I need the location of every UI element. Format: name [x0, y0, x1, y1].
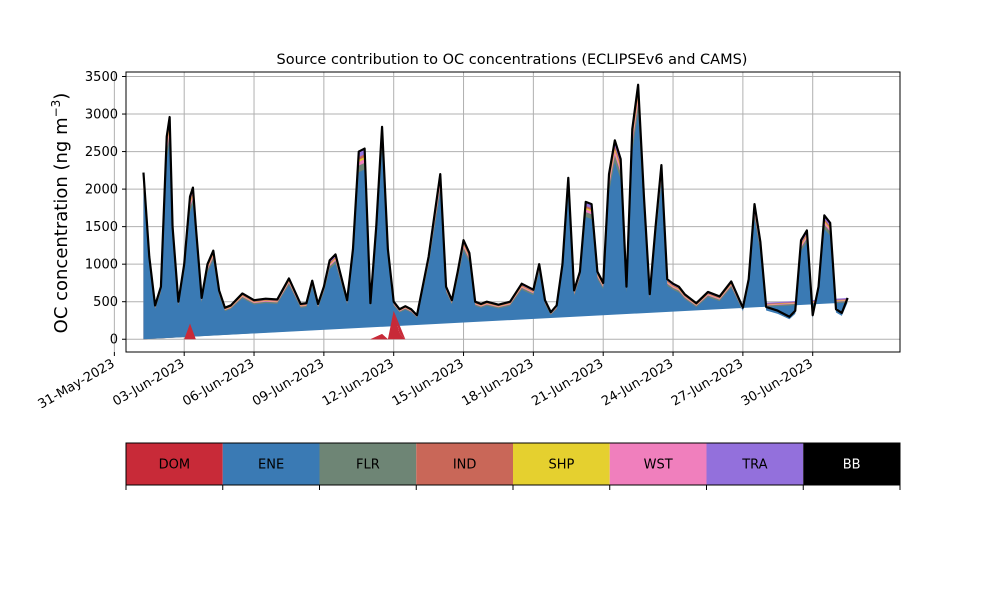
x-tick-label: 06-Jun-2023	[180, 356, 257, 409]
legend-frame	[125, 442, 901, 486]
legend-label-tra: TRA	[741, 458, 767, 473]
x-tick-label: 27-Jun-2023	[669, 356, 746, 409]
y-axis-label-close: )	[51, 93, 72, 100]
plot-area-frame	[125, 71, 901, 353]
x-tick-label: 15-Jun-2023	[390, 356, 467, 409]
bb-total-line	[142, 83, 849, 318]
x-tick-label: 12-Jun-2023	[320, 356, 397, 409]
legend-label-bb: BB	[843, 458, 861, 473]
legend-swatch-flr	[319, 443, 417, 485]
y-axis-label: OC concentration (ng m−3)	[49, 93, 72, 334]
legend-swatch-wst	[609, 443, 707, 485]
legend-label-shp: SHP	[548, 458, 574, 473]
y-tick-label: 3500	[85, 70, 118, 85]
x-tick-label: 24-Jun-2023	[599, 356, 676, 409]
y-tick-label: 2500	[85, 145, 118, 160]
axis-ticks: 050010001500200025003000350031-May-20230…	[36, 70, 816, 412]
y-axis-label-main: OC concentration (ng m	[51, 117, 72, 333]
x-tick-label: 18-Jun-2023	[460, 356, 537, 409]
legend-swatch-dom	[126, 443, 223, 485]
legend-label-ind: IND	[453, 458, 477, 473]
legend-swatch-bb	[803, 443, 900, 485]
legend-label-wst: WST	[644, 458, 673, 473]
legend-label-flr: FLR	[356, 458, 380, 473]
legend-swatch-tra	[706, 443, 804, 485]
dom-area	[370, 310, 406, 340]
x-tick-label: 09-Jun-2023	[250, 356, 327, 409]
y-tick-label: 1000	[85, 258, 118, 273]
legend-swatch-ind	[416, 443, 513, 485]
x-tick-label: 21-Jun-2023	[529, 356, 606, 409]
dom-area	[393, 310, 406, 340]
dom-area	[184, 323, 196, 340]
ene-area	[143, 112, 848, 340]
source-legend: DOM ENE FLR IND SHP WST TRA BB	[125, 442, 901, 490]
legend-swatch-shp	[513, 443, 610, 485]
x-tick-label: 30-Jun-2023	[739, 356, 816, 409]
x-tick-label: 03-Jun-2023	[110, 356, 187, 409]
legend-label-dom: DOM	[159, 458, 190, 473]
legend-label-ene: ENE	[258, 458, 284, 473]
legend-swatch-ene	[222, 443, 320, 485]
y-tick-label: 500	[93, 295, 118, 310]
y-tick-label: 0	[110, 333, 118, 348]
y-tick-label: 1500	[85, 220, 118, 235]
y-tick-label: 3000	[85, 108, 118, 123]
y-axis-label-exponent: −3	[49, 100, 63, 118]
x-tick-label: 31-May-2023	[36, 356, 118, 412]
y-tick-label: 2000	[85, 183, 118, 198]
stacked-area-layer	[142, 83, 849, 340]
chart-title: Source contribution to OC concentrations…	[277, 52, 748, 68]
